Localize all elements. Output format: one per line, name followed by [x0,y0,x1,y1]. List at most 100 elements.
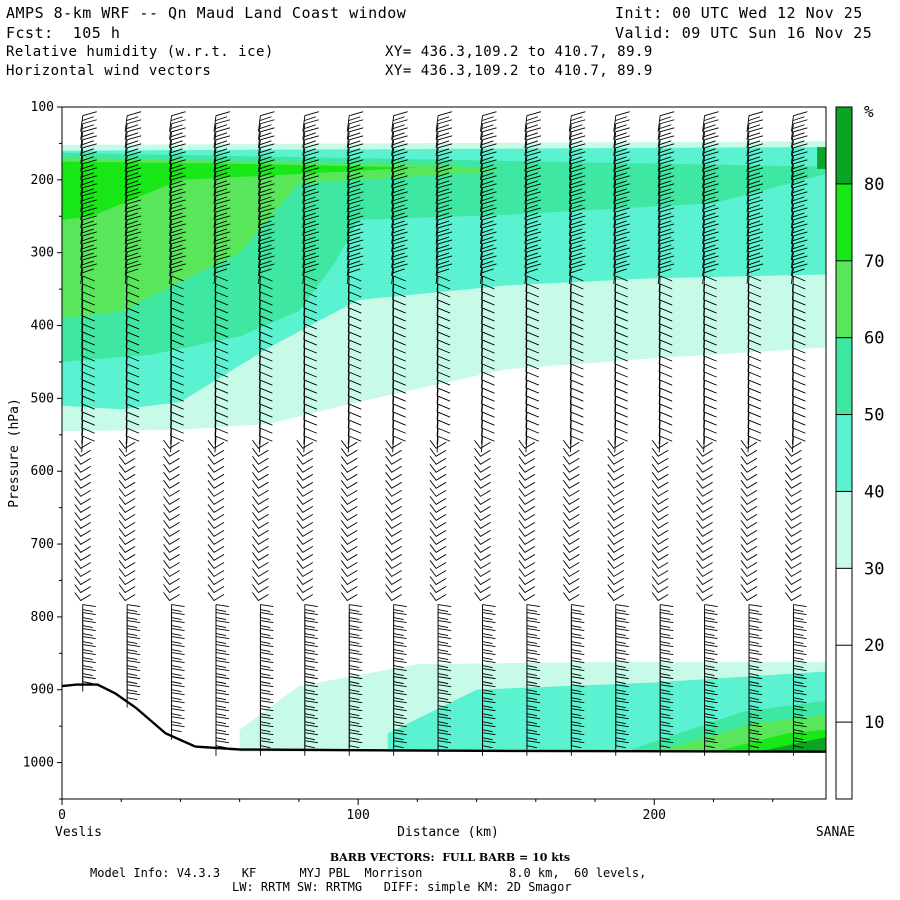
wind-barb-1049 [658,419,673,437]
wind-barb-886 [569,379,584,397]
wind-barb-385 [302,159,319,180]
wind-barb-1030 [657,263,675,285]
wind-barb-1113 [703,299,717,317]
wind-barb-459 [346,119,364,140]
wind-barb-1272 [791,307,806,325]
wind-barb-698 [480,135,497,156]
wind-barb-1118 [703,339,717,357]
wind-barb-675 [429,584,447,594]
wind-barb-120 [118,504,136,513]
wind-barb-774 [524,111,542,132]
wind-barb-1195 [747,323,762,341]
wind-barb-8 [80,175,97,196]
wind-barb-570 [392,379,406,397]
wind-barb-14 [80,223,97,244]
wind-barb-1096 [702,159,719,180]
wind-barb-360 [252,592,269,602]
wind-barb-573 [392,403,406,421]
wind-barb-339 [258,427,273,445]
wind-barb-431 [296,528,314,537]
wind-barb-388 [302,183,319,204]
wind-barb-1253 [790,151,808,172]
wind-barb-962 [614,355,628,373]
wind-barb-257 [214,403,229,421]
wind-barb-1188 [746,263,764,285]
wind-barb-577 [392,435,406,453]
wind-barb-188 [163,464,180,473]
wind-barb-495 [347,411,362,429]
wind-barb-748 [474,536,491,546]
wind-barb-500 [340,448,358,457]
wind-barb-1274 [791,323,806,341]
wind-barb-186 [163,448,180,457]
wind-barb-1286 [791,419,806,437]
wind-barb-1108 [702,255,719,277]
wind-barb-942 [613,191,630,212]
wind-barb-701 [480,159,497,180]
wind-barb-711 [480,239,497,260]
wind-barb-1288 [791,435,806,453]
wind-barb-436 [296,568,314,578]
wind-barb-858 [568,151,586,172]
wind-barb-264 [207,456,225,465]
wind-barb-732 [481,411,495,429]
wind-barb-635 [435,263,453,285]
wind-barb-1219 [740,512,758,521]
wind-barb-622 [435,159,453,180]
wind-barb-1142 [696,528,713,537]
wind-barb-969 [614,411,628,429]
wind-barb-854 [568,119,586,140]
wind-barb-798 [525,307,540,325]
wind-barb-948 [613,239,630,260]
wind-barb-672 [429,560,447,570]
wind-barb-710 [480,231,497,252]
wind-barb-12 [80,207,97,228]
wind-barb-660 [429,464,447,473]
wind-barb-246 [214,315,229,333]
wind-barb-475 [346,247,364,269]
wind-barb-176 [170,371,184,389]
wind-barb-729 [481,387,495,405]
wind-barb-129 [118,576,136,586]
wind-barb-733 [481,419,495,437]
wind-barb-1016 [657,151,675,172]
wind-barb-1017 [657,159,675,180]
wind-barb-1178 [746,183,764,204]
wind-barb-783 [524,183,542,204]
wind-barb-1 [80,119,97,140]
wind-barb-516 [340,576,358,586]
wind-barb-428 [296,504,314,513]
wind-barb-1177 [746,175,764,196]
wind-barb-1250 [790,127,808,148]
wind-barb-548 [391,199,408,220]
wind-barb-936 [613,143,630,164]
wind-barb-629 [435,215,453,236]
wind-barb-1067 [651,560,669,570]
wind-barb-1106 [702,239,719,260]
wind-barb-165 [170,283,184,301]
wind-barb-1020 [657,183,675,204]
wind-barb-108 [125,411,140,429]
wind-barb-156 [169,207,186,228]
wind-barb-574 [392,411,406,429]
wind-barb-400 [303,283,317,301]
header-xy2: XY= 436.3,109.2 to 410.7, 89.9 [385,63,653,79]
wind-barb-277 [207,560,225,570]
wind-barb-542 [391,151,408,172]
wind-barb-1058 [651,488,669,497]
wind-barb-1023 [657,207,675,228]
wind-barb-777 [524,135,542,156]
wind-barb-48 [74,496,91,505]
wind-barb-965 [614,379,628,397]
wind-barb-1175 [746,159,764,180]
wind-barb-1183 [746,223,764,244]
terrain-line [61,683,827,753]
wind-barb-493 [347,395,362,413]
wind-barb-1035 [658,307,673,325]
wind-barb-556 [391,263,408,285]
wind-barb-949 [613,247,630,269]
wind-barb-325 [258,315,273,333]
wind-barb-1144 [696,544,713,554]
wind-barb-971 [614,427,628,445]
wind-barb-591 [385,544,402,554]
